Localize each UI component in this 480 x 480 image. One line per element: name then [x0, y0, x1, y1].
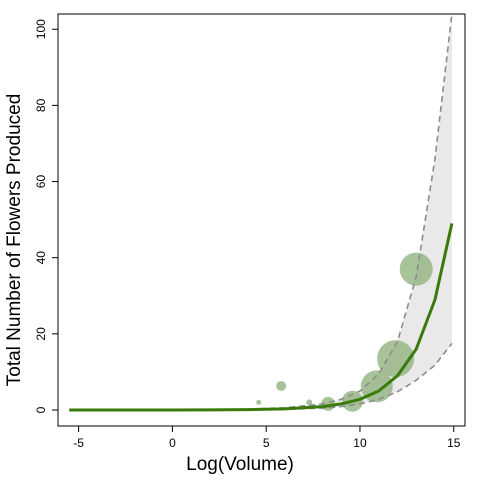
y-tick-label: 100	[34, 19, 48, 39]
x-tick-label: 15	[447, 436, 461, 450]
data-point-1	[256, 399, 262, 405]
confidence-band	[69, 14, 452, 410]
data-point-3	[306, 399, 313, 406]
data-point-8	[399, 252, 433, 286]
x-tick-label: 0	[169, 436, 176, 450]
y-axis-label: Total Number of Flowers Produced	[4, 94, 25, 387]
x-axis: -5 0 5 10 15	[73, 425, 461, 450]
data-point-2	[276, 381, 287, 391]
x-axis-label: Log(Volume)	[186, 454, 294, 475]
y-axis: 0 20 40 60 80 100	[34, 19, 59, 413]
y-tick-label: 60	[34, 175, 48, 189]
x-tick-label: 5	[263, 436, 270, 450]
y-tick-label: 0	[34, 406, 48, 413]
y-tick-label: 80	[34, 98, 48, 112]
ci-upper-line	[69, 14, 453, 411]
x-tick-label: 10	[353, 436, 367, 450]
fit-line	[69, 223, 454, 412]
x-tick-label: -5	[73, 436, 84, 450]
y-tick-label: 20	[34, 327, 48, 341]
y-tick-label: 40	[34, 251, 48, 265]
